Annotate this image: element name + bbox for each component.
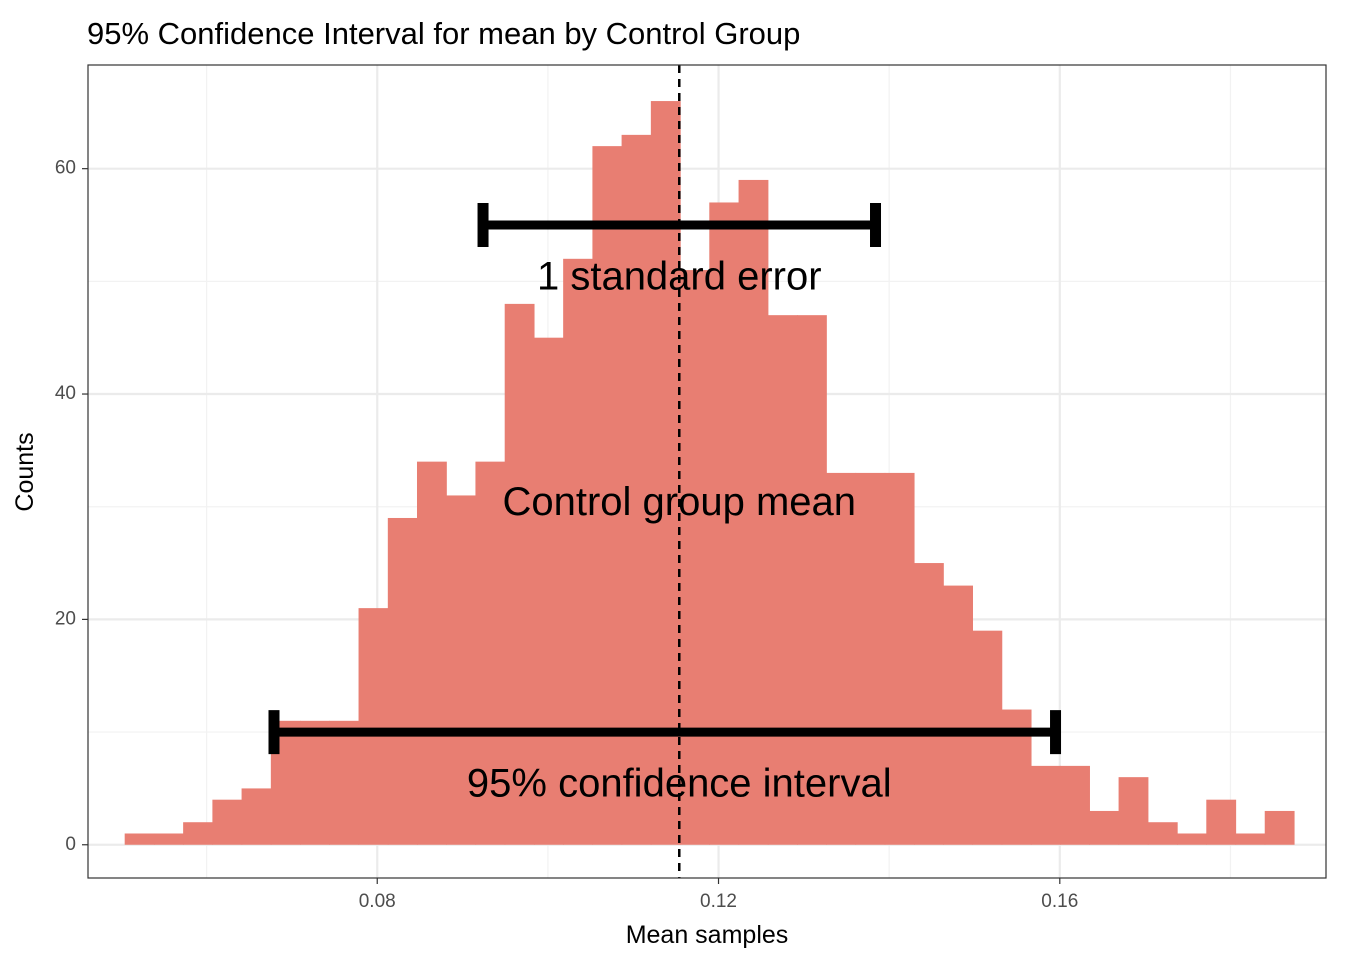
standard_error-label: 1 standard error <box>537 255 822 299</box>
histogram-bar <box>153 833 184 845</box>
y-tick-label: 40 <box>55 383 76 404</box>
histogram-bar <box>709 202 740 845</box>
histogram-bar <box>855 472 886 845</box>
histogram-bar <box>1089 810 1120 845</box>
y-axis-title: Counts <box>11 432 39 511</box>
x-axis: 0.08 0.12 0.16 <box>359 878 1078 912</box>
histogram-bar <box>1060 765 1090 845</box>
histogram-bar <box>533 337 564 845</box>
x-axis-title: Mean samples <box>626 921 789 949</box>
mean-label: Control group mean <box>502 480 856 524</box>
chart-title: 95% Confidence Interval for mean by Cont… <box>87 16 800 51</box>
histogram-bar <box>446 495 477 845</box>
histogram-bar <box>1235 833 1266 845</box>
error-bars <box>268 203 1062 755</box>
histogram-bar <box>387 517 418 845</box>
histogram-bar <box>241 788 272 845</box>
histogram-bar <box>826 472 857 845</box>
histogram-bar <box>972 630 1003 845</box>
x-tick-label: 0.12 <box>700 891 737 912</box>
histogram-bar <box>943 585 973 845</box>
histogram-bar <box>1147 822 1178 845</box>
histogram-bar <box>358 608 389 845</box>
confidence_interval-label: 95% confidence interval <box>467 762 892 806</box>
histogram-bar <box>1030 765 1061 845</box>
histogram-bar <box>563 258 593 845</box>
x-tick-label: 0.16 <box>1041 891 1078 912</box>
histogram-bar <box>416 461 447 845</box>
histogram-bar <box>183 822 213 845</box>
histogram-bar <box>124 833 155 845</box>
annotations: 1 standard error Control group mean 95% co… <box>467 255 892 806</box>
histogram-bar <box>797 315 827 845</box>
y-axis: 0 20 40 60 <box>55 158 88 855</box>
histogram-bar <box>767 315 798 845</box>
histogram-bar <box>884 472 915 845</box>
histogram-bar <box>504 303 535 845</box>
histogram-bar <box>1206 799 1237 845</box>
x-tick-label: 0.08 <box>359 891 396 912</box>
histogram-bar <box>1177 833 1207 845</box>
histogram-bar <box>1118 777 1149 845</box>
plot-border <box>87 64 1327 879</box>
histogram-bar <box>475 461 506 845</box>
y-tick-label: 20 <box>55 608 76 629</box>
histogram-bar <box>621 134 652 845</box>
histogram-bar <box>212 799 243 845</box>
y-tick-label: 0 <box>65 834 76 855</box>
histogram-bar <box>1264 810 1295 845</box>
histogram-bar <box>329 720 360 845</box>
histogram-bar <box>680 270 710 845</box>
y-tick-label: 60 <box>55 158 76 179</box>
histogram-bar <box>300 720 330 845</box>
histogram-bar <box>913 563 944 845</box>
